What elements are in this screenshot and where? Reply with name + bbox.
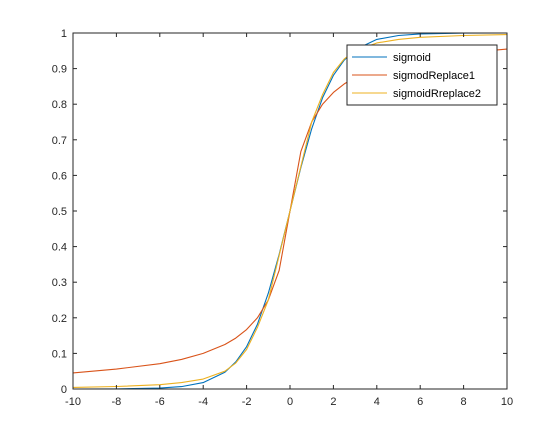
- series-line-3: [72, 34, 508, 388]
- y-tick-label: 0.1: [52, 348, 67, 360]
- y-tick-label: 0.5: [52, 206, 67, 218]
- y-tick-label: 0: [61, 384, 67, 396]
- x-tick-label: -10: [65, 396, 81, 408]
- x-tick-label: -4: [198, 396, 208, 408]
- y-tick-label: 1: [61, 28, 67, 40]
- x-tick-label: 0: [287, 396, 293, 408]
- x-tick-label: -6: [155, 396, 165, 408]
- legend-label: sigmoid: [393, 52, 431, 64]
- y-tick-label: 0.6: [52, 170, 67, 182]
- y-tick-label: 0.9: [52, 64, 67, 76]
- legend-label: sigmoidRreplace2: [393, 88, 481, 100]
- axes-layer: -10 -8 -6 -4 -2 0 2 4 6 8 10 0 0.1 0.2 0.3 0.4 0.5 0.6 0.7…: [52, 28, 513, 408]
- y-tick-label: 0.3: [52, 277, 67, 289]
- y-tick-label: 0.4: [52, 242, 67, 254]
- legend[interactable]: sigmoid sigmodReplace1 sigmoidRreplace2: [346, 44, 498, 106]
- x-tick-label: 2: [330, 396, 336, 408]
- legend-label: sigmodReplace1: [393, 70, 475, 82]
- x-tick-label: 10: [501, 396, 513, 408]
- x-tick-label: 4: [374, 396, 380, 408]
- y-tick-label: 0.7: [52, 135, 67, 147]
- x-tick-label: 6: [417, 396, 423, 408]
- x-tick-label: -2: [242, 396, 252, 408]
- y-tick-label: 0.8: [52, 99, 67, 111]
- x-tick-label: -8: [112, 396, 122, 408]
- y-tick-label: 0.2: [52, 313, 67, 325]
- x-tick-label: 8: [461, 396, 467, 408]
